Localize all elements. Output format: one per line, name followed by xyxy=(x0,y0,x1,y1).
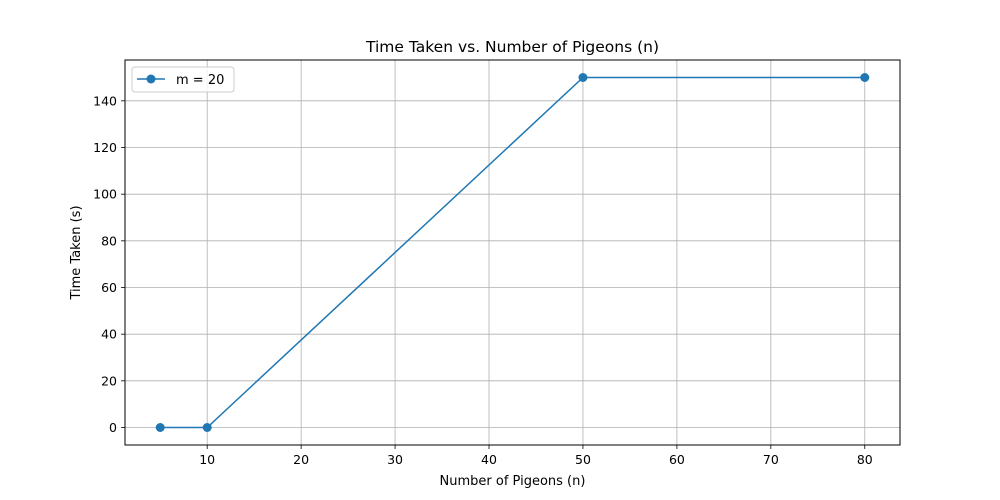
plot-frame xyxy=(124,59,901,446)
legend-label: m = 20 xyxy=(176,73,224,88)
data-point xyxy=(155,423,165,432)
data-point xyxy=(578,73,588,82)
x-tick-label: 40 xyxy=(481,452,497,467)
legend-box xyxy=(131,66,235,93)
grid xyxy=(125,60,900,445)
legend: m = 20 xyxy=(131,66,235,93)
legend-point-marker xyxy=(146,74,156,84)
y-tick-label: 100 xyxy=(93,187,117,202)
y-tick-label: 0 xyxy=(109,420,117,435)
x-axis-label: Number of Pigeons (n) xyxy=(440,474,586,489)
x-tick-label: 80 xyxy=(857,452,873,467)
x-tick-label: 50 xyxy=(575,452,591,467)
series-layer xyxy=(155,73,870,432)
x-tick-label: 30 xyxy=(387,452,403,467)
data-point xyxy=(860,73,870,82)
x-tick-label: 70 xyxy=(763,452,779,467)
x-tick-label: 10 xyxy=(199,452,215,467)
axis-ticks: 10 20 30 40 50 60 70 80 0 20 40 60 80 100 120 140 xyxy=(93,93,873,467)
y-tick-label: 60 xyxy=(101,280,117,295)
x-tick-label: 60 xyxy=(669,452,685,467)
series-line xyxy=(160,76,865,429)
y-tick-label: 80 xyxy=(101,233,117,248)
y-axis-label: Time Taken (s) xyxy=(69,205,84,300)
y-tick-label: 140 xyxy=(93,93,117,108)
y-tick-label: 40 xyxy=(101,327,117,342)
y-tick-label: 20 xyxy=(101,373,117,388)
x-tick-label: 20 xyxy=(293,452,309,467)
chart-title: Time Taken vs. Number of Pigeons (n) xyxy=(365,38,659,56)
y-tick-label: 120 xyxy=(93,140,117,155)
data-point xyxy=(202,423,212,432)
